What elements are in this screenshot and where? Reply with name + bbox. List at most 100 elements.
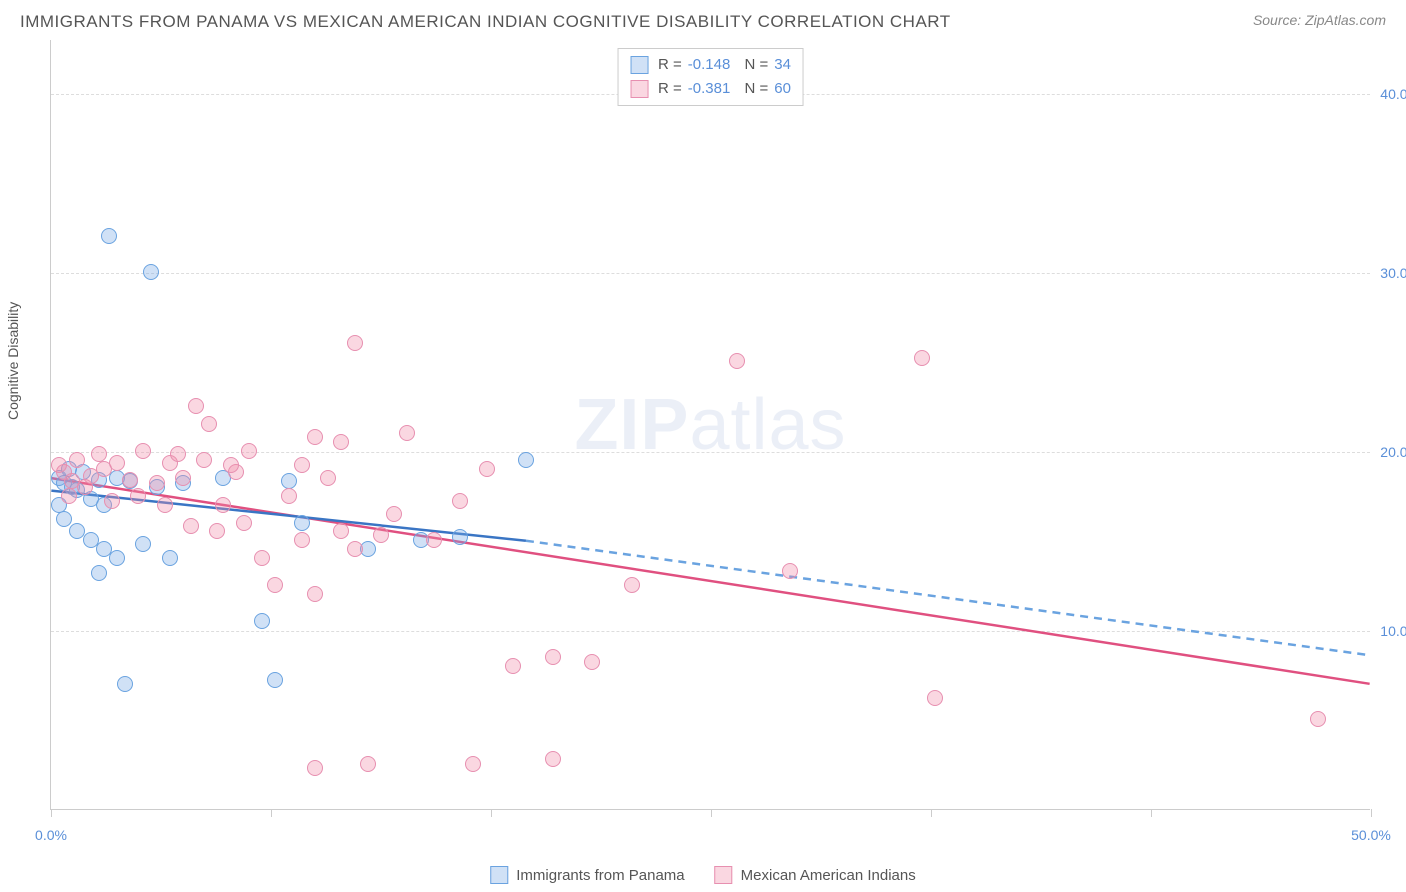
data-point xyxy=(914,350,930,366)
data-point xyxy=(122,472,138,488)
data-point xyxy=(307,586,323,602)
data-point xyxy=(175,470,191,486)
data-point xyxy=(294,457,310,473)
data-point xyxy=(320,470,336,486)
y-tick-label: 30.0% xyxy=(1380,265,1406,281)
data-point xyxy=(56,511,72,527)
data-point xyxy=(307,429,323,445)
correlation-stats-box: R =-0.148 N =34 R =-0.381 N =60 xyxy=(617,48,804,106)
data-point xyxy=(188,398,204,414)
data-point xyxy=(196,452,212,468)
data-point xyxy=(130,488,146,504)
x-tick-label: 0.0% xyxy=(35,827,67,843)
x-tick xyxy=(1151,809,1152,817)
trend-lines xyxy=(51,40,1370,809)
data-point xyxy=(104,493,120,509)
data-point xyxy=(135,443,151,459)
data-point xyxy=(236,515,252,531)
data-point xyxy=(267,577,283,593)
watermark: ZIPatlas xyxy=(574,384,846,466)
data-point xyxy=(347,541,363,557)
data-point xyxy=(333,523,349,539)
data-point xyxy=(1310,711,1326,727)
legend-item-mexican: Mexican American Indians xyxy=(715,866,916,884)
data-point xyxy=(729,353,745,369)
source-attribution: Source: ZipAtlas.com xyxy=(1253,12,1386,28)
data-point xyxy=(209,523,225,539)
data-point xyxy=(101,228,117,244)
data-point xyxy=(51,457,67,473)
data-point xyxy=(223,457,239,473)
data-point xyxy=(254,613,270,629)
legend-swatch-panama xyxy=(490,866,508,884)
data-point xyxy=(91,446,107,462)
legend-item-panama: Immigrants from Panama xyxy=(490,866,684,884)
x-tick xyxy=(271,809,272,817)
data-point xyxy=(479,461,495,477)
data-point xyxy=(61,488,77,504)
data-point xyxy=(333,434,349,450)
x-tick xyxy=(51,809,52,817)
legend-label: Immigrants from Panama xyxy=(516,867,684,884)
data-point xyxy=(386,506,402,522)
data-point xyxy=(170,446,186,462)
data-point xyxy=(452,529,468,545)
data-point xyxy=(927,690,943,706)
data-point xyxy=(584,654,600,670)
swatch-panama xyxy=(630,56,648,74)
data-point xyxy=(69,452,85,468)
x-tick xyxy=(1371,809,1372,817)
x-tick xyxy=(931,809,932,817)
chart-title: IMMIGRANTS FROM PANAMA VS MEXICAN AMERIC… xyxy=(20,12,951,32)
data-point xyxy=(91,565,107,581)
grid-line xyxy=(51,631,1370,632)
data-point xyxy=(545,751,561,767)
x-tick-label: 50.0% xyxy=(1351,827,1391,843)
trend-line xyxy=(526,541,1370,655)
y-tick-label: 20.0% xyxy=(1380,444,1406,460)
data-point xyxy=(281,488,297,504)
data-point xyxy=(782,563,798,579)
data-point xyxy=(241,443,257,459)
legend-swatch-mexican xyxy=(715,866,733,884)
data-point xyxy=(518,452,534,468)
x-tick xyxy=(711,809,712,817)
stats-row-mexican: R =-0.381 N =60 xyxy=(630,77,791,101)
scatter-chart: ZIPatlas 10.0%20.0%30.0%40.0% 0.0%50.0% … xyxy=(50,40,1370,810)
data-point xyxy=(465,756,481,772)
data-point xyxy=(399,425,415,441)
data-point xyxy=(545,649,561,665)
data-point xyxy=(77,479,93,495)
data-point xyxy=(117,676,133,692)
data-point xyxy=(135,536,151,552)
data-point xyxy=(109,550,125,566)
data-point xyxy=(254,550,270,566)
y-tick-label: 40.0% xyxy=(1380,86,1406,102)
data-point xyxy=(360,756,376,772)
y-tick-label: 10.0% xyxy=(1380,623,1406,639)
data-point xyxy=(505,658,521,674)
stats-row-panama: R =-0.148 N =34 xyxy=(630,53,791,77)
data-point xyxy=(162,550,178,566)
grid-line xyxy=(51,273,1370,274)
data-point xyxy=(452,493,468,509)
data-point xyxy=(624,577,640,593)
data-point xyxy=(215,497,231,513)
data-point xyxy=(149,475,165,491)
data-point xyxy=(294,532,310,548)
data-point xyxy=(294,515,310,531)
data-point xyxy=(109,455,125,471)
data-point xyxy=(157,497,173,513)
y-axis-label: Cognitive Disability xyxy=(5,302,21,420)
legend-label: Mexican American Indians xyxy=(741,867,916,884)
swatch-mexican xyxy=(630,80,648,98)
x-tick xyxy=(491,809,492,817)
data-point xyxy=(143,264,159,280)
trend-line xyxy=(51,478,1369,684)
data-point xyxy=(426,532,442,548)
data-point xyxy=(267,672,283,688)
data-point xyxy=(201,416,217,432)
bottom-legend: Immigrants from Panama Mexican American … xyxy=(490,866,915,884)
data-point xyxy=(347,335,363,351)
data-point xyxy=(307,760,323,776)
